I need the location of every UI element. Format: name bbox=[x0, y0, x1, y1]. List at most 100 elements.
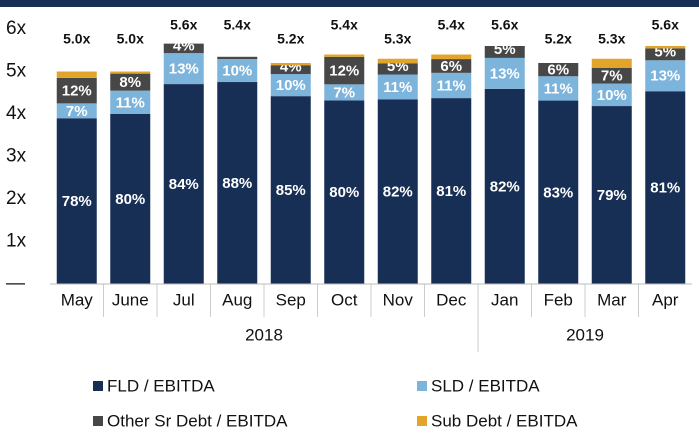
bar-segment bbox=[377, 99, 418, 284]
bar-segment bbox=[431, 98, 472, 284]
bar-segment bbox=[56, 118, 97, 284]
bar-segment bbox=[163, 53, 204, 85]
segment-label: 88% bbox=[222, 175, 252, 192]
segment-label: 13% bbox=[490, 65, 520, 82]
segment-label: 12% bbox=[62, 83, 92, 100]
total-label: 5.4x bbox=[224, 17, 251, 33]
bar-segment bbox=[270, 74, 311, 97]
bar-segment bbox=[110, 71, 151, 74]
y-tick-label: 5x bbox=[6, 61, 27, 82]
segment-label: 10% bbox=[276, 77, 306, 94]
bar-segment bbox=[270, 65, 311, 75]
segment-label: 83% bbox=[543, 184, 573, 201]
total-label: 5.6x bbox=[652, 17, 679, 33]
segment-label: 8% bbox=[119, 74, 141, 91]
bar-segment bbox=[217, 59, 258, 83]
bar-segment bbox=[324, 54, 365, 57]
bar-segment bbox=[163, 84, 204, 284]
bar-segment bbox=[645, 91, 686, 284]
segment-label: 85% bbox=[276, 182, 306, 199]
legend-label: Other Sr Debt / EBITDA bbox=[107, 411, 288, 430]
bar-segment bbox=[645, 60, 686, 92]
x-tick-label: June bbox=[112, 290, 149, 309]
x-tick-label: May bbox=[61, 290, 94, 309]
total-label: 5.6x bbox=[491, 17, 518, 33]
bar-segment bbox=[56, 77, 97, 104]
bar-segment bbox=[538, 100, 579, 284]
segment-label: 11% bbox=[116, 94, 145, 111]
total-label: 5.4x bbox=[331, 17, 358, 33]
y-tick-label: 2x bbox=[6, 188, 27, 209]
segment-label: 82% bbox=[490, 178, 520, 195]
bar-segment bbox=[217, 56, 258, 60]
legend-swatch bbox=[417, 381, 427, 391]
segment-label: 80% bbox=[329, 184, 359, 201]
x-tick-label: Feb bbox=[544, 290, 573, 309]
bar-segment bbox=[645, 46, 686, 49]
bar-segment bbox=[431, 54, 472, 60]
bar-segment bbox=[591, 106, 632, 285]
bar-segment bbox=[484, 57, 525, 89]
y-tick-label: 3x bbox=[6, 146, 27, 167]
bar-segment bbox=[110, 73, 151, 91]
segment-label: 10% bbox=[222, 63, 252, 80]
bar-segment bbox=[270, 96, 311, 285]
x-tick-label: Jul bbox=[173, 290, 195, 309]
bar-segment bbox=[645, 48, 686, 61]
segment-label: 11% bbox=[544, 80, 573, 97]
x-tick-label: Oct bbox=[331, 290, 358, 309]
bar-segment bbox=[377, 58, 418, 64]
total-label: 5.4x bbox=[438, 17, 465, 33]
segment-label: 81% bbox=[436, 183, 466, 200]
segment-label: 84% bbox=[169, 176, 199, 193]
group-label: 2018 bbox=[245, 325, 283, 344]
segment-label: 7% bbox=[66, 103, 88, 120]
bar-segment bbox=[431, 59, 472, 73]
bar-segment bbox=[591, 83, 632, 107]
bar-segment bbox=[110, 90, 151, 114]
bar-segment bbox=[377, 63, 418, 75]
segment-label: 13% bbox=[169, 61, 199, 78]
segment-label: 5% bbox=[494, 41, 516, 58]
bar-segment bbox=[324, 56, 365, 85]
legend-swatch bbox=[93, 416, 103, 426]
y-tick-label: — bbox=[6, 273, 25, 294]
y-tick-label: 4x bbox=[6, 103, 27, 124]
total-label: 5.6x bbox=[170, 17, 197, 33]
bar-segment bbox=[56, 71, 97, 78]
segment-label: 81% bbox=[650, 180, 680, 197]
bar-segment bbox=[377, 74, 418, 100]
bar-segment bbox=[591, 58, 632, 68]
x-tick-label: Aug bbox=[222, 290, 252, 309]
segment-label: 7% bbox=[601, 68, 623, 85]
x-tick-label: Dec bbox=[436, 290, 467, 309]
bar-segment bbox=[110, 114, 151, 284]
x-tick-label: Sep bbox=[276, 290, 306, 309]
segment-label: 7% bbox=[333, 84, 355, 101]
total-label: 5.3x bbox=[598, 31, 625, 47]
total-label: 5.0x bbox=[117, 31, 144, 47]
segment-label: 80% bbox=[115, 191, 145, 208]
bar-segment bbox=[56, 103, 97, 119]
bar-segment bbox=[484, 88, 525, 284]
top-banner bbox=[0, 0, 699, 7]
segment-label: 11% bbox=[383, 79, 412, 96]
segment-label: 12% bbox=[329, 63, 359, 80]
segment-label: 13% bbox=[650, 68, 680, 85]
total-label: 5.0x bbox=[63, 31, 90, 47]
bar-segment bbox=[484, 46, 525, 58]
legend-swatch bbox=[417, 416, 427, 426]
y-tick-label: 1x bbox=[6, 231, 27, 252]
x-tick-label: Mar bbox=[597, 290, 627, 309]
segment-label: 11% bbox=[437, 77, 466, 94]
bar-segment bbox=[431, 72, 472, 99]
legend-swatch bbox=[93, 381, 103, 391]
bar-segment bbox=[217, 82, 258, 284]
x-tick-label: Nov bbox=[383, 290, 414, 309]
y-tick-label: 6x bbox=[6, 18, 27, 39]
segment-label: 4% bbox=[173, 37, 195, 54]
segment-label: 82% bbox=[383, 184, 413, 201]
total-label: 5.2x bbox=[545, 31, 572, 47]
legend-label: Sub Debt / EBITDA bbox=[431, 411, 578, 430]
segment-label: 5% bbox=[654, 43, 676, 60]
